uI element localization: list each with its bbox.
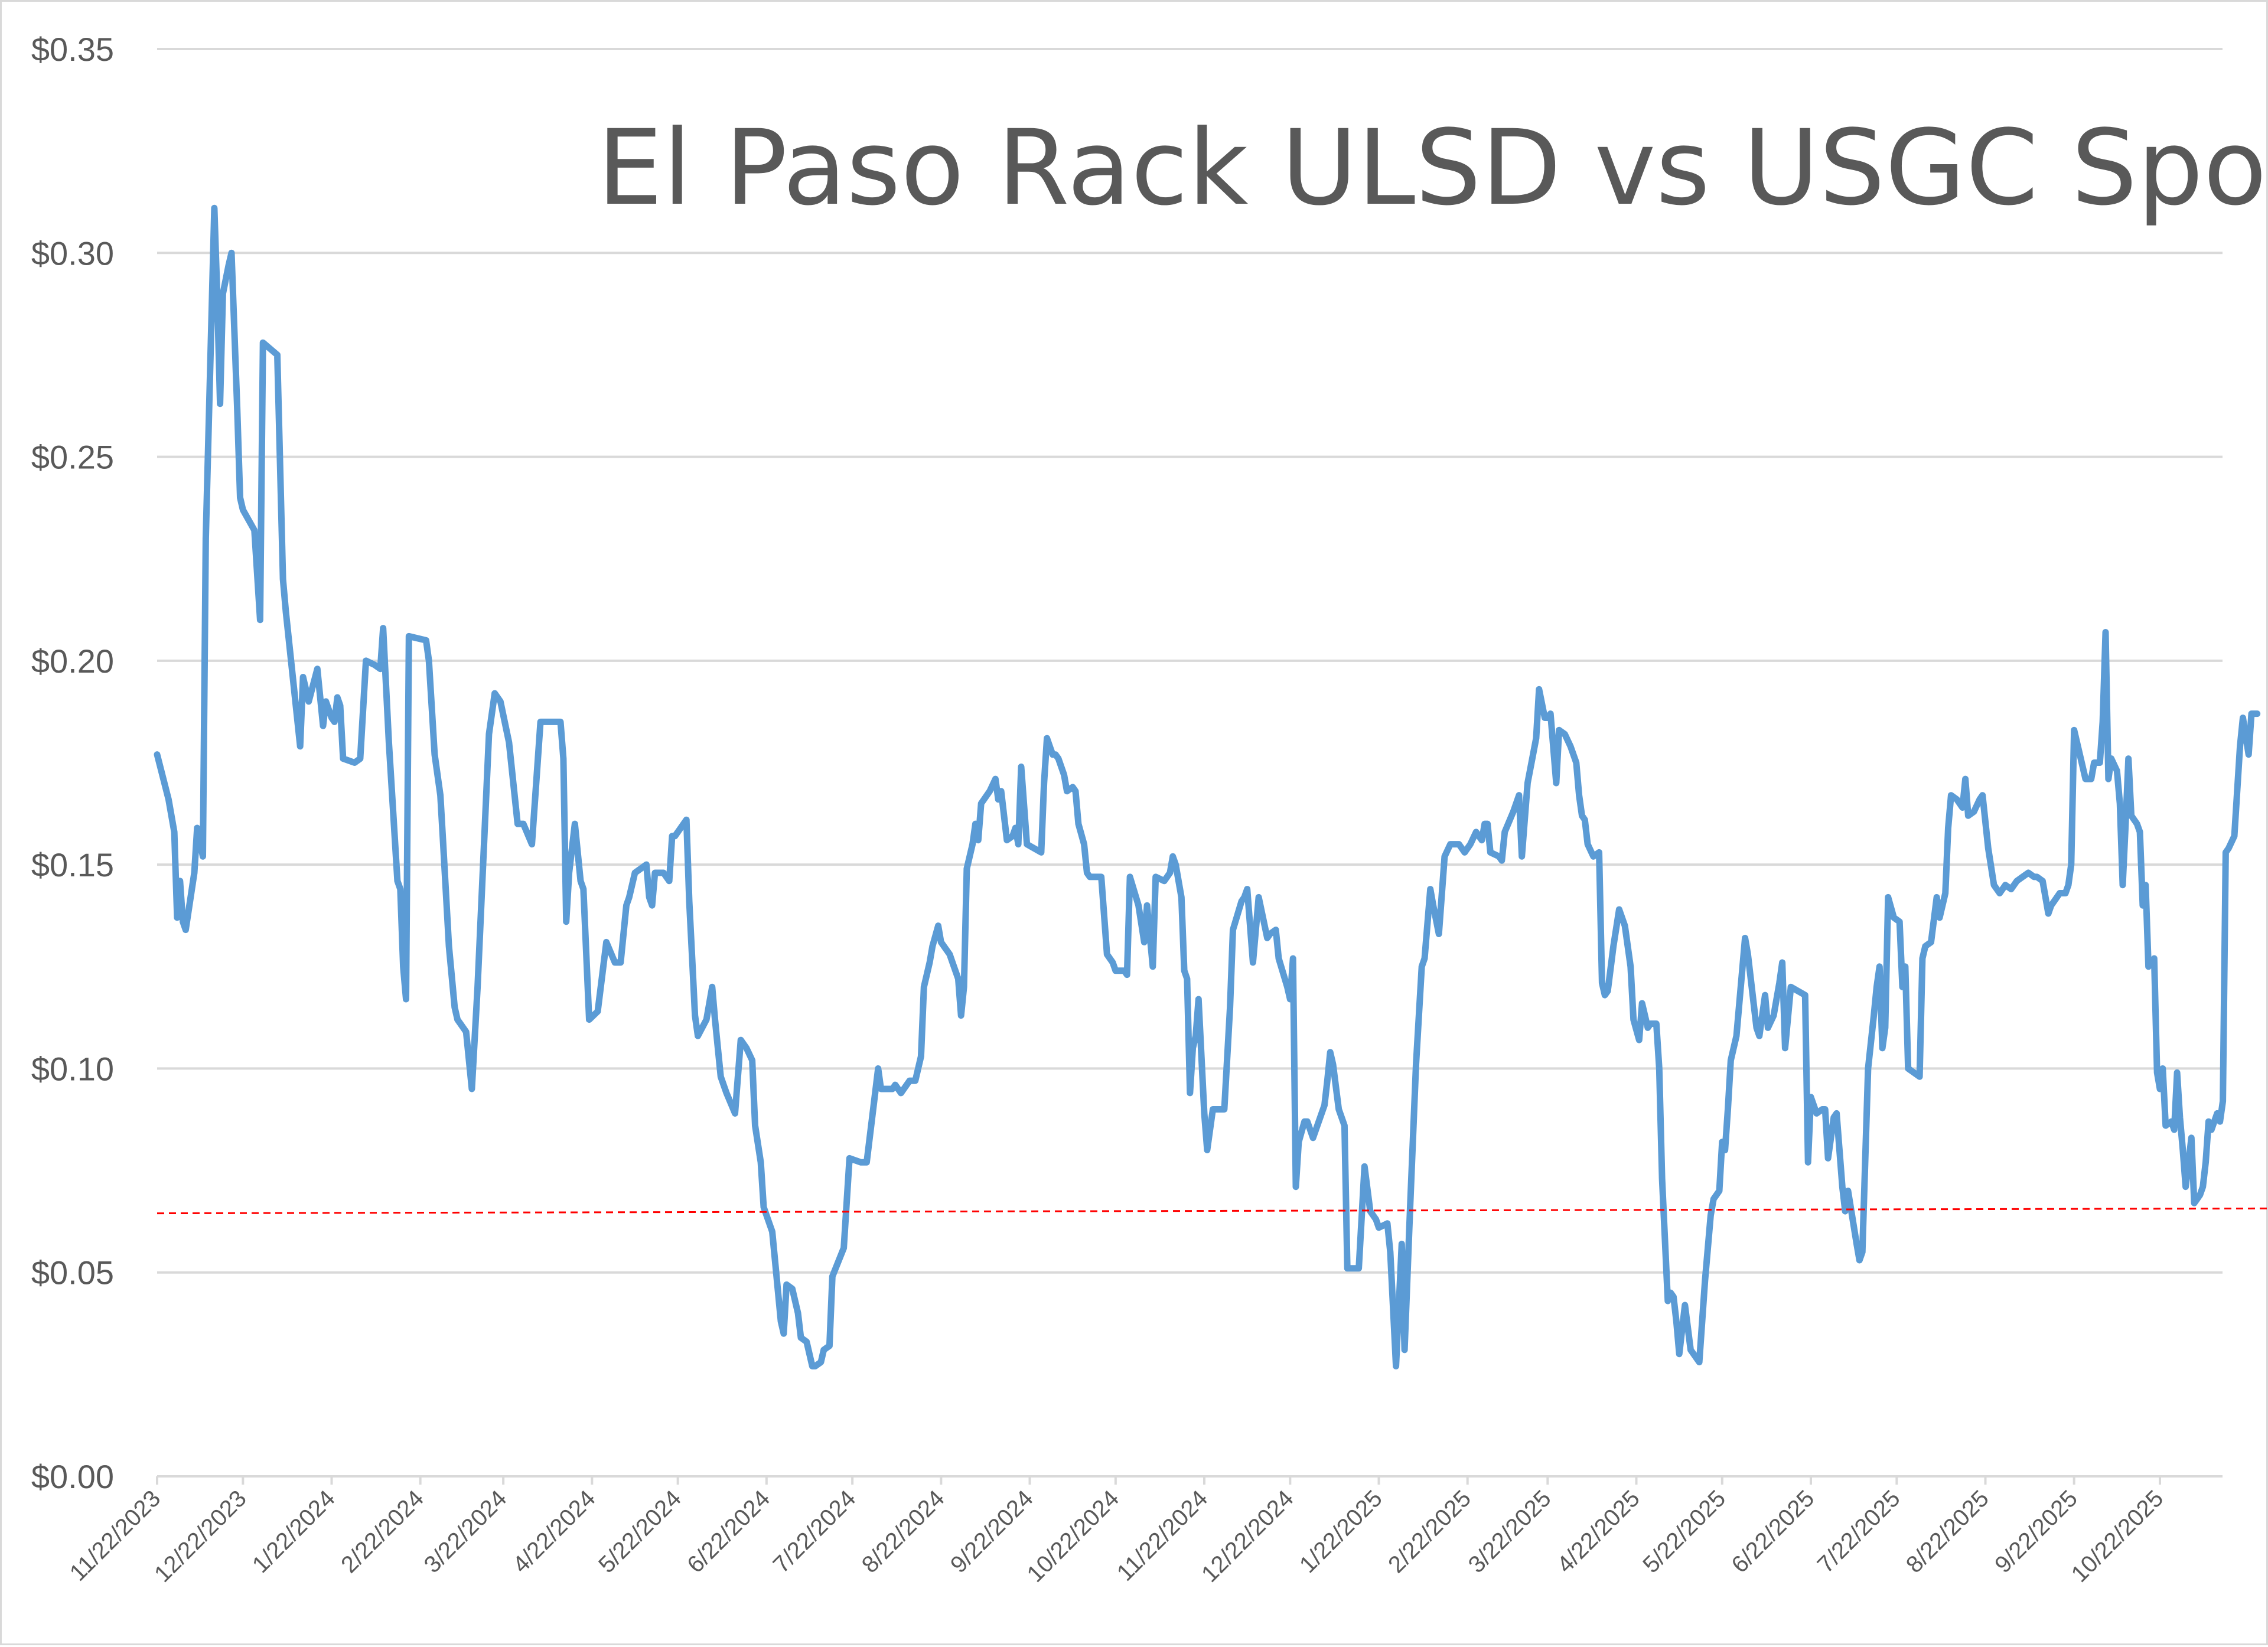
x-tick-label: 7/22/2025 xyxy=(1813,1485,1905,1578)
x-tick-label: 11/22/2024 xyxy=(1112,1485,1213,1586)
y-tick-label: $0.15 xyxy=(31,846,114,883)
x-tick-label: 5/22/2025 xyxy=(1638,1485,1731,1578)
x-tick-label: 3/22/2024 xyxy=(419,1485,512,1578)
y-tick-label: $0.35 xyxy=(31,31,114,68)
y-tick-label: $0.30 xyxy=(31,234,114,272)
x-tick-label: 8/22/2025 xyxy=(1901,1485,1994,1578)
y-tick-label: $0.20 xyxy=(31,643,114,680)
x-tick-label: 1/22/2024 xyxy=(247,1485,340,1578)
y-tick-label: $0.00 xyxy=(31,1458,114,1495)
gridlines xyxy=(157,48,2223,1274)
x-tick-label: 1/22/2025 xyxy=(1295,1485,1387,1578)
x-tick-label: 2/22/2024 xyxy=(336,1485,429,1578)
y-tick-label: $0.25 xyxy=(31,439,114,476)
x-axis-ticks: 11/22/202312/22/20231/22/20242/22/20243/… xyxy=(65,1476,2169,1587)
x-tick-label: 10/22/2025 xyxy=(2067,1485,2169,1587)
x-tick-label: 4/22/2024 xyxy=(508,1485,601,1578)
x-tick-label: 6/22/2024 xyxy=(682,1485,775,1578)
x-tick-label: 3/22/2025 xyxy=(1464,1485,1556,1578)
series-line xyxy=(154,204,2261,1369)
reference-line xyxy=(157,1207,2268,1215)
x-tick-label: 8/22/2024 xyxy=(857,1485,950,1578)
x-tick-label: 5/22/2024 xyxy=(594,1485,686,1578)
x-tick-label: 7/22/2024 xyxy=(768,1485,861,1578)
x-tick-label: 10/22/2024 xyxy=(1022,1485,1125,1587)
series-layer xyxy=(154,204,2268,1369)
y-axis-ticks: $0.00 $0.05 $0.10 $0.15 $0.20 $0.25 $0.30 $0.35 xyxy=(31,31,114,1495)
x-tick-label: 9/22/2025 xyxy=(1990,1485,2083,1578)
x-tick-label: 4/22/2025 xyxy=(1552,1485,1645,1578)
y-tick-label: $0.10 xyxy=(31,1050,114,1087)
chart-title: El Paso Rack ULSD vs USGC Spot xyxy=(597,107,2268,229)
x-tick-label: 6/22/2025 xyxy=(1726,1485,1819,1578)
x-tick-label: 2/22/2025 xyxy=(1383,1485,1476,1578)
x-tick-label: 11/22/2023 xyxy=(65,1485,166,1586)
x-tick-label: 12/22/2024 xyxy=(1197,1485,1299,1587)
y-tick-label: $0.05 xyxy=(31,1254,114,1291)
x-tick-label: 9/22/2024 xyxy=(946,1485,1038,1578)
x-tick-label: 12/22/2023 xyxy=(149,1485,252,1587)
